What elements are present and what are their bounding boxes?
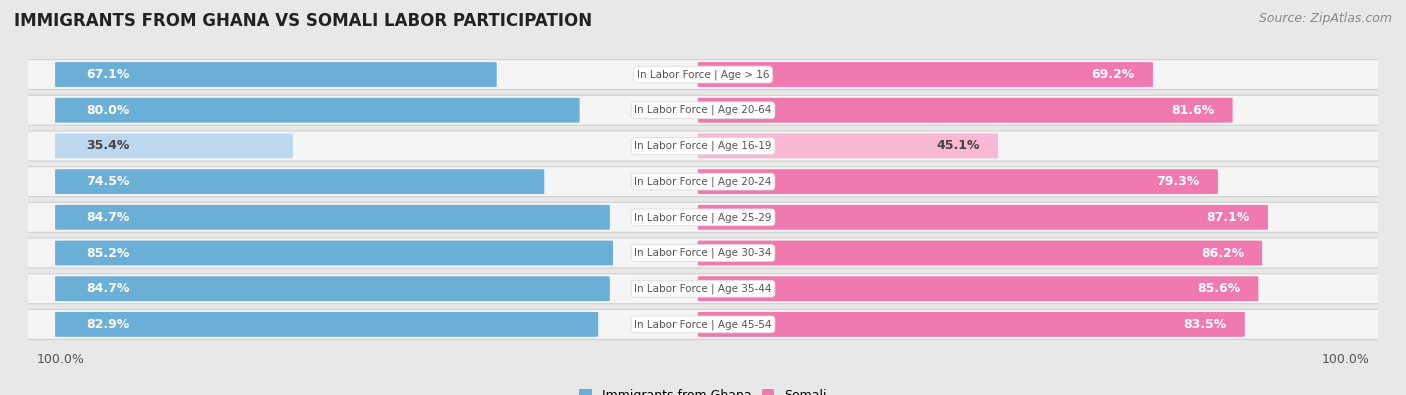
FancyBboxPatch shape xyxy=(15,238,1391,268)
FancyBboxPatch shape xyxy=(15,202,1391,232)
Text: 83.5%: 83.5% xyxy=(1184,318,1227,331)
Text: IMMIGRANTS FROM GHANA VS SOMALI LABOR PARTICIPATION: IMMIGRANTS FROM GHANA VS SOMALI LABOR PA… xyxy=(14,12,592,30)
FancyBboxPatch shape xyxy=(55,276,610,301)
Text: 67.1%: 67.1% xyxy=(86,68,129,81)
Text: 74.5%: 74.5% xyxy=(86,175,129,188)
Text: 69.2%: 69.2% xyxy=(1091,68,1135,81)
Text: In Labor Force | Age > 16: In Labor Force | Age > 16 xyxy=(637,69,769,80)
Text: 84.7%: 84.7% xyxy=(86,282,129,295)
Text: 87.1%: 87.1% xyxy=(1206,211,1250,224)
Text: In Labor Force | Age 25-29: In Labor Force | Age 25-29 xyxy=(634,212,772,222)
FancyBboxPatch shape xyxy=(15,167,1391,197)
FancyBboxPatch shape xyxy=(697,134,998,158)
FancyBboxPatch shape xyxy=(697,241,1263,265)
FancyBboxPatch shape xyxy=(697,276,1258,301)
Text: In Labor Force | Age 20-64: In Labor Force | Age 20-64 xyxy=(634,105,772,115)
FancyBboxPatch shape xyxy=(55,205,610,230)
FancyBboxPatch shape xyxy=(55,312,598,337)
Text: 82.9%: 82.9% xyxy=(86,318,129,331)
Text: Source: ZipAtlas.com: Source: ZipAtlas.com xyxy=(1258,12,1392,25)
FancyBboxPatch shape xyxy=(55,241,613,265)
Text: In Labor Force | Age 30-34: In Labor Force | Age 30-34 xyxy=(634,248,772,258)
Text: 81.6%: 81.6% xyxy=(1171,104,1215,117)
FancyBboxPatch shape xyxy=(55,134,292,158)
Text: 35.4%: 35.4% xyxy=(86,139,129,152)
Legend: Immigrants from Ghana, Somali: Immigrants from Ghana, Somali xyxy=(575,384,831,395)
FancyBboxPatch shape xyxy=(55,169,544,194)
Text: 85.6%: 85.6% xyxy=(1197,282,1240,295)
FancyBboxPatch shape xyxy=(697,169,1218,194)
Text: 45.1%: 45.1% xyxy=(936,139,980,152)
FancyBboxPatch shape xyxy=(697,62,1153,87)
FancyBboxPatch shape xyxy=(697,98,1233,123)
Text: 85.2%: 85.2% xyxy=(86,246,129,260)
FancyBboxPatch shape xyxy=(697,205,1268,230)
FancyBboxPatch shape xyxy=(15,95,1391,125)
Text: 86.2%: 86.2% xyxy=(1201,246,1244,260)
FancyBboxPatch shape xyxy=(15,131,1391,161)
FancyBboxPatch shape xyxy=(697,312,1244,337)
Text: In Labor Force | Age 20-24: In Labor Force | Age 20-24 xyxy=(634,177,772,187)
FancyBboxPatch shape xyxy=(15,274,1391,304)
Text: In Labor Force | Age 16-19: In Labor Force | Age 16-19 xyxy=(634,141,772,151)
Text: In Labor Force | Age 35-44: In Labor Force | Age 35-44 xyxy=(634,284,772,294)
Text: 79.3%: 79.3% xyxy=(1157,175,1199,188)
FancyBboxPatch shape xyxy=(15,309,1391,339)
FancyBboxPatch shape xyxy=(15,60,1391,90)
FancyBboxPatch shape xyxy=(55,62,496,87)
FancyBboxPatch shape xyxy=(55,98,579,123)
Text: In Labor Force | Age 45-54: In Labor Force | Age 45-54 xyxy=(634,319,772,330)
Text: 80.0%: 80.0% xyxy=(86,104,129,117)
Text: 84.7%: 84.7% xyxy=(86,211,129,224)
